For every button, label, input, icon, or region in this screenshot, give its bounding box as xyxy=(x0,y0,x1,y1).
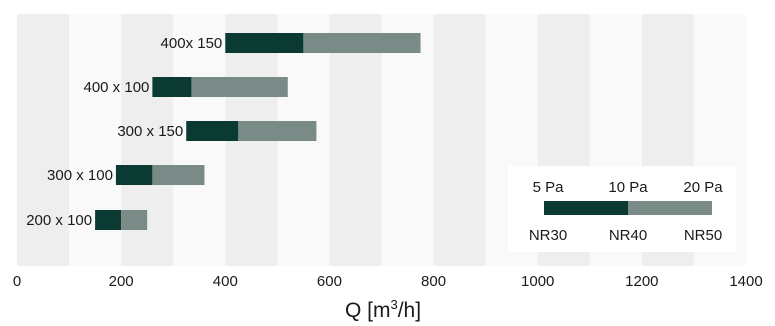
bar-segment-low xyxy=(95,210,122,230)
bar-segment-high xyxy=(303,33,421,53)
bar-group xyxy=(95,33,421,230)
x-tick-labels: 0 200 400 600 800 1000 1200 1400 xyxy=(13,273,763,290)
category-label: 400x 150 xyxy=(161,35,223,52)
x-tick-label: 1000 xyxy=(521,273,554,290)
legend-top-label-1: 5 Pa xyxy=(533,179,565,196)
legend-swatch-dark xyxy=(544,201,628,215)
grid-band xyxy=(17,14,70,266)
category-labels: 400x 150 400 x 100 300 x 150 300 x 100 200 x… xyxy=(26,35,222,229)
legend-top-label-2: 10 Pa xyxy=(608,179,648,196)
bar-segment-high xyxy=(121,210,148,230)
category-label: 400 x 100 xyxy=(83,79,149,96)
bar-segment-low xyxy=(225,33,304,53)
x-tick-label: 1400 xyxy=(729,273,762,290)
x-tick-label: 1200 xyxy=(625,273,658,290)
bar-segment-low xyxy=(115,165,153,185)
category-label: 300 x 100 xyxy=(47,167,113,184)
x-tick-label: 600 xyxy=(317,273,342,290)
bar-segment-high xyxy=(191,77,288,97)
legend-bottom-label-1: NR30 xyxy=(529,227,567,244)
x-tick-label: 0 xyxy=(13,273,21,290)
grid-band xyxy=(433,14,486,266)
category-label: 300 x 150 xyxy=(117,123,183,140)
legend-bottom-label-3: NR50 xyxy=(684,227,722,244)
legend-top-label-3: 20 Pa xyxy=(683,179,723,196)
grid-band xyxy=(329,14,382,266)
grid-band xyxy=(381,14,434,266)
bar-segment-low xyxy=(186,121,239,141)
bar-segment-high xyxy=(238,121,317,141)
legend: 5 Pa 10 Pa 20 Pa NR30 NR40 NR50 xyxy=(508,166,736,252)
x-tick-label: 800 xyxy=(421,273,446,290)
x-axis-title: Q [m3/h] xyxy=(345,297,421,322)
bar-segment-high xyxy=(152,165,205,185)
x-tick-label: 200 xyxy=(109,273,134,290)
x-tick-label: 400 xyxy=(213,273,238,290)
legend-swatch-light xyxy=(628,201,712,215)
bar-segment-low xyxy=(152,77,192,97)
category-label: 200 x 100 xyxy=(26,212,92,229)
legend-bottom-label-2: NR40 xyxy=(609,227,647,244)
